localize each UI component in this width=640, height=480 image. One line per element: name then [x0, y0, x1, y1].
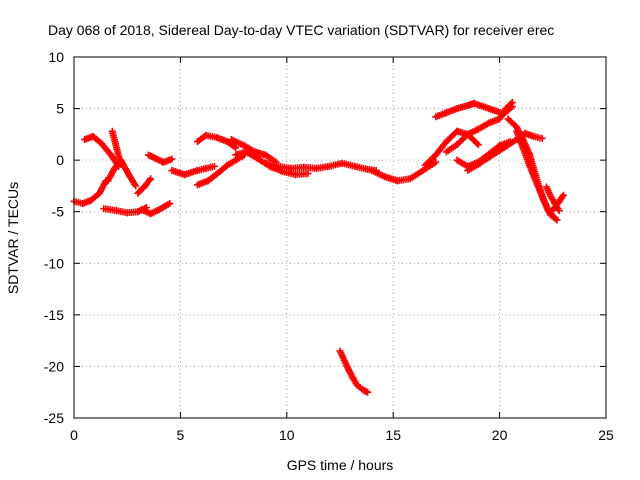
axes: 0 5 10 15 20 25 -25 -20 -15 -10 -5 0 5 10: [44, 49, 614, 443]
series-arc-16: [421, 127, 482, 169]
x-tick-label: 20: [492, 427, 508, 443]
series-arc-19: [453, 138, 514, 170]
data-point: [508, 98, 516, 106]
series-arc-1: [70, 177, 110, 207]
data-point: [117, 160, 125, 168]
series-arc-11: [193, 151, 248, 189]
series-arc-2: [81, 132, 123, 170]
data-point: [147, 175, 155, 183]
data-point: [210, 162, 218, 170]
x-tick-label: 10: [279, 427, 295, 443]
x-axis-label: GPS time / hours: [287, 457, 394, 473]
y-tick-label: 0: [56, 152, 64, 168]
y-tick-label: 5: [56, 101, 64, 117]
data-points: [70, 98, 567, 396]
data-point: [559, 191, 567, 199]
series-arc-24: [547, 191, 567, 216]
x-tick-label: 15: [385, 427, 401, 443]
x-tick-label: 25: [598, 427, 614, 443]
x-tick-label: 5: [177, 427, 185, 443]
y-tick-label: -25: [44, 410, 64, 426]
data-point: [304, 170, 312, 178]
chart-title: Day 068 of 2018, Sidereal Day-to-day VTE…: [48, 22, 554, 38]
series-arc-25: [336, 347, 372, 396]
data-point: [538, 134, 546, 142]
series-arc-8: [144, 151, 176, 166]
data-point: [168, 155, 176, 163]
series-arc-22: [513, 127, 561, 224]
series-arc-10: [193, 131, 240, 152]
data-point: [432, 158, 440, 166]
y-tick-label: 10: [48, 49, 64, 65]
series-arc-17: [432, 99, 516, 121]
data-point: [474, 141, 482, 149]
y-tick-label: -5: [52, 204, 65, 220]
plot-frame: [73, 56, 607, 419]
series-arc-6: [108, 127, 125, 168]
series-arc-9: [168, 162, 218, 179]
data-point: [232, 144, 240, 152]
grid: [74, 57, 606, 418]
y-tick-label: -10: [44, 255, 64, 271]
series-arc-5: [138, 199, 174, 218]
series-arc-18: [442, 98, 516, 156]
y-tick-label: -15: [44, 307, 64, 323]
y-tick-label: -20: [44, 358, 64, 374]
data-point: [132, 182, 140, 190]
series-arc-7: [134, 175, 155, 197]
data-point: [364, 388, 372, 396]
y-axis-label: SDTVAR / TECUs: [5, 182, 21, 294]
x-tick-label: 0: [70, 427, 78, 443]
data-point: [555, 207, 563, 215]
data-point: [553, 216, 561, 224]
series-arc-15: [368, 158, 440, 185]
data-point: [473, 139, 481, 147]
data-point: [166, 199, 174, 207]
data-point: [507, 100, 515, 108]
